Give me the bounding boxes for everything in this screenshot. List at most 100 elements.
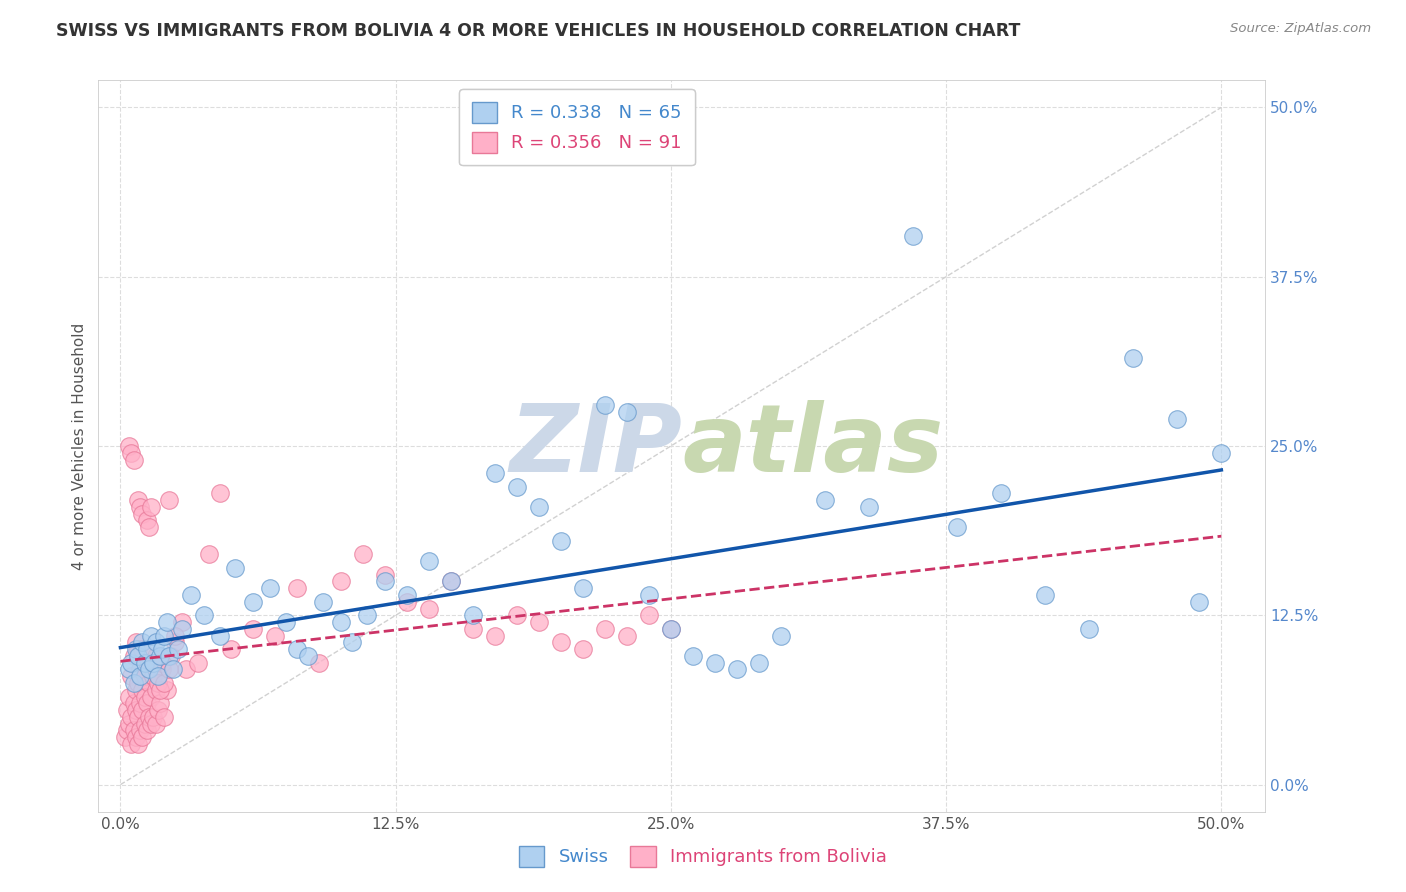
- Point: [312, 595, 335, 609]
- Point: [127, 676, 149, 690]
- Point: [134, 690, 156, 704]
- Point: [131, 682, 153, 697]
- Point: [990, 486, 1012, 500]
- Point: [134, 669, 156, 683]
- Point: [125, 730, 148, 744]
- Point: [138, 663, 160, 677]
- Point: [769, 629, 792, 643]
- Point: [125, 642, 148, 657]
- Point: [122, 676, 145, 690]
- Point: [616, 405, 638, 419]
- Text: atlas: atlas: [682, 400, 943, 492]
- Point: [506, 480, 529, 494]
- Point: [550, 635, 572, 649]
- Text: ZIP: ZIP: [509, 400, 682, 492]
- Point: [138, 676, 160, 690]
- Point: [146, 676, 169, 690]
- Point: [135, 642, 157, 657]
- Point: [135, 514, 157, 528]
- Point: [946, 520, 969, 534]
- Point: [135, 723, 157, 738]
- Point: [682, 648, 704, 663]
- Point: [153, 676, 176, 690]
- Point: [120, 710, 142, 724]
- Text: SWISS VS IMMIGRANTS FROM BOLIVIA 4 OR MORE VEHICLES IN HOUSEHOLD CORRELATION CHA: SWISS VS IMMIGRANTS FROM BOLIVIA 4 OR MO…: [56, 22, 1021, 40]
- Point: [127, 493, 149, 508]
- Point: [129, 697, 152, 711]
- Point: [156, 615, 179, 629]
- Point: [484, 629, 506, 643]
- Point: [131, 642, 153, 657]
- Point: [157, 493, 180, 508]
- Point: [340, 635, 363, 649]
- Legend: R = 0.338   N = 65, R = 0.356   N = 91: R = 0.338 N = 65, R = 0.356 N = 91: [460, 89, 695, 165]
- Point: [131, 730, 153, 744]
- Point: [165, 629, 187, 643]
- Point: [418, 554, 440, 568]
- Point: [125, 635, 148, 649]
- Point: [145, 682, 167, 697]
- Point: [129, 663, 152, 677]
- Point: [150, 656, 173, 670]
- Point: [149, 682, 172, 697]
- Point: [395, 595, 418, 609]
- Point: [356, 608, 378, 623]
- Point: [120, 446, 142, 460]
- Point: [527, 500, 550, 514]
- Point: [461, 608, 484, 623]
- Point: [572, 642, 595, 657]
- Text: Source: ZipAtlas.com: Source: ZipAtlas.com: [1230, 22, 1371, 36]
- Point: [118, 716, 141, 731]
- Point: [659, 622, 682, 636]
- Point: [157, 663, 180, 677]
- Point: [146, 703, 169, 717]
- Point: [129, 723, 152, 738]
- Point: [125, 703, 148, 717]
- Point: [638, 588, 661, 602]
- Point: [142, 656, 165, 670]
- Point: [703, 656, 725, 670]
- Point: [153, 629, 176, 643]
- Point: [129, 669, 152, 683]
- Point: [146, 669, 169, 683]
- Point: [1166, 412, 1188, 426]
- Point: [285, 642, 308, 657]
- Point: [593, 398, 616, 412]
- Point: [329, 615, 352, 629]
- Point: [208, 629, 231, 643]
- Point: [1211, 446, 1233, 460]
- Point: [149, 648, 172, 663]
- Point: [165, 635, 187, 649]
- Point: [172, 615, 194, 629]
- Point: [125, 682, 148, 697]
- Point: [131, 635, 153, 649]
- Point: [285, 581, 308, 595]
- Point: [131, 507, 153, 521]
- Point: [395, 588, 418, 602]
- Point: [1122, 351, 1144, 365]
- Point: [638, 608, 661, 623]
- Point: [134, 716, 156, 731]
- Point: [162, 663, 184, 677]
- Point: [115, 723, 138, 738]
- Point: [527, 615, 550, 629]
- Point: [172, 622, 194, 636]
- Point: [145, 635, 167, 649]
- Point: [127, 737, 149, 751]
- Point: [352, 547, 374, 561]
- Point: [814, 493, 837, 508]
- Point: [118, 690, 141, 704]
- Point: [118, 439, 141, 453]
- Point: [1188, 595, 1211, 609]
- Point: [129, 500, 152, 514]
- Point: [374, 574, 396, 589]
- Point: [142, 669, 165, 683]
- Point: [141, 500, 163, 514]
- Point: [440, 574, 463, 589]
- Point: [150, 642, 173, 657]
- Point: [138, 520, 160, 534]
- Point: [180, 588, 202, 602]
- Point: [242, 622, 264, 636]
- Point: [150, 663, 173, 677]
- Point: [901, 229, 924, 244]
